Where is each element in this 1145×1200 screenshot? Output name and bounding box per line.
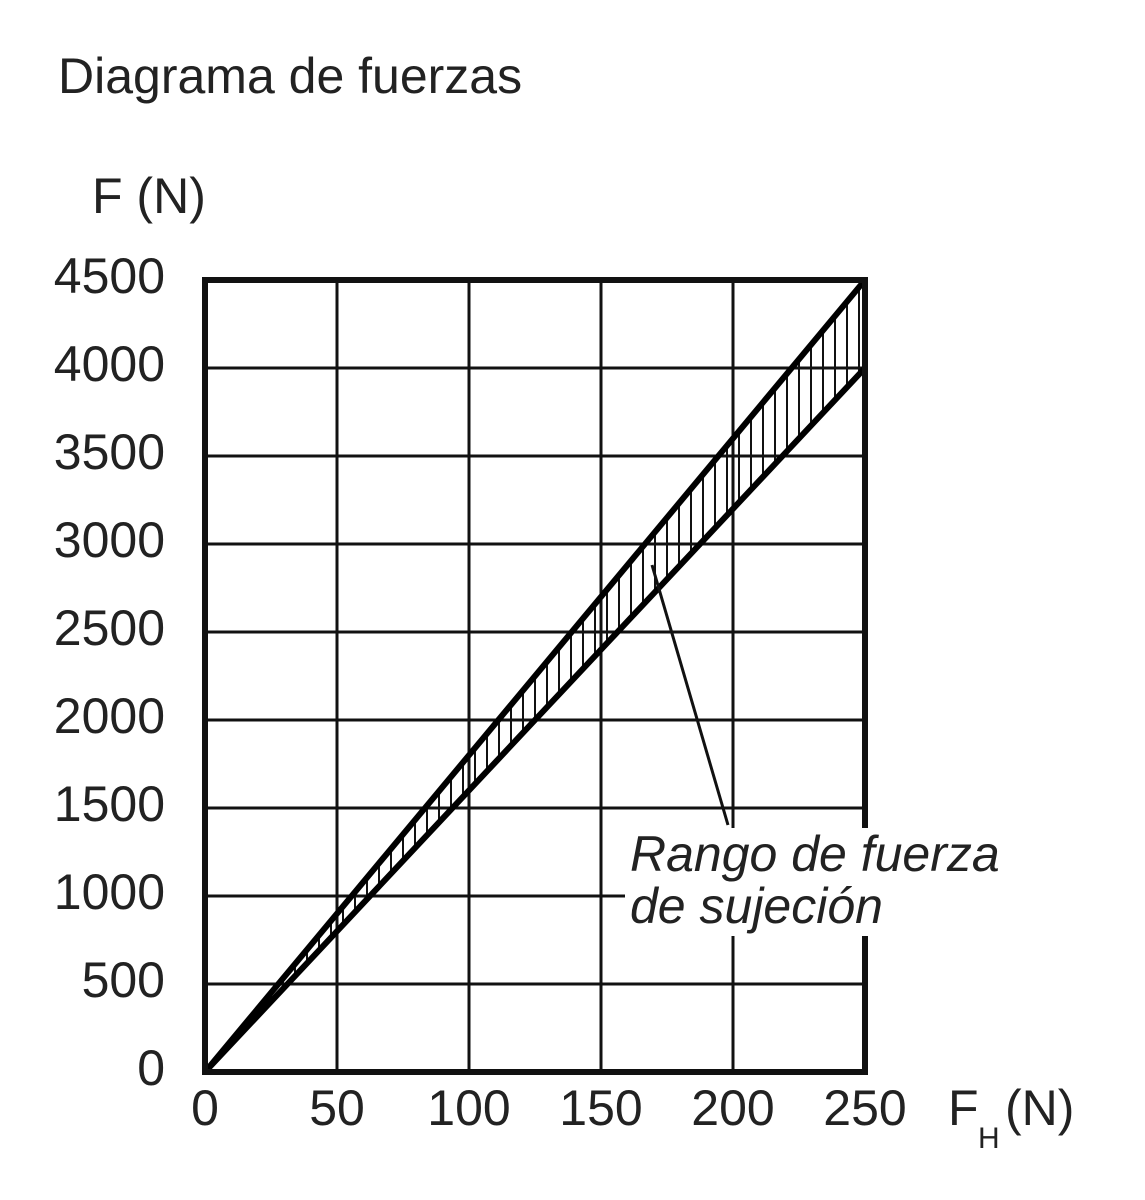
annotation-leader [650, 564, 730, 826]
x-tick-label: 100 [427, 1080, 510, 1136]
x-tick-label: 250 [823, 1080, 906, 1136]
y-axis-label: F (N) [92, 168, 206, 224]
plot-frame [202, 277, 868, 1075]
x-tick-label: 50 [309, 1080, 365, 1136]
x-tick-label: 200 [691, 1080, 774, 1136]
y-tick-label: 2500 [54, 600, 165, 656]
x-axis-label: F [948, 1080, 979, 1136]
y-tick-label: 0 [137, 1040, 165, 1096]
x-tick-label: 150 [559, 1080, 642, 1136]
x-axis-label-subscript: H [978, 1122, 1000, 1155]
x-axis-label-unit: (N) [1005, 1080, 1074, 1136]
x-tick-label: 0 [191, 1080, 219, 1136]
y-tick-label: 1000 [54, 864, 165, 920]
y-tick-label: 500 [82, 952, 165, 1008]
chart-title: Diagrama de fuerzas [58, 48, 522, 104]
y-tick-label: 3500 [54, 424, 165, 480]
y-tick-label: 1500 [54, 776, 165, 832]
line [202, 365, 868, 1075]
line [202, 278, 868, 1074]
annotation-background [625, 828, 1015, 936]
annotation: Rango de fuerza [630, 826, 1000, 882]
annotation: de sujeción [630, 878, 883, 934]
y-tick-label: 3000 [54, 512, 165, 568]
y-tick-label: 4500 [54, 248, 165, 304]
y-tick-label: 2000 [54, 688, 165, 744]
y-tick-label: 4000 [54, 336, 165, 392]
